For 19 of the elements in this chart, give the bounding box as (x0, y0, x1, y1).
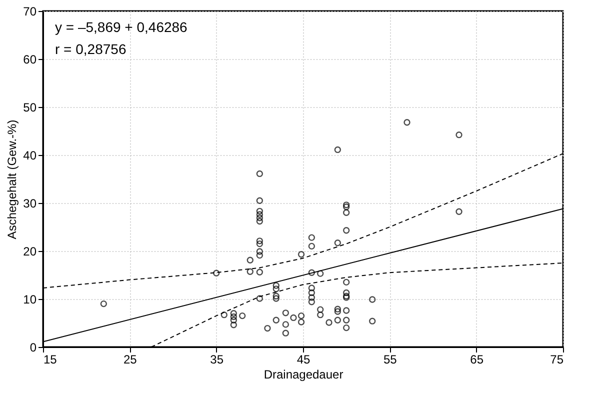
y-tick-label: 10 (23, 292, 37, 306)
y-tick-label: 50 (23, 100, 37, 114)
x-tick-label: 75 (550, 352, 564, 366)
annotation: r = 0,28756 (55, 41, 126, 57)
x-tick-label: 35 (210, 352, 224, 366)
y-tick-label: 30 (23, 196, 37, 210)
x-tick-label: 25 (123, 352, 138, 366)
y-axis-title: Aschegehalt (Gew.-%) (5, 120, 20, 240)
y-tick-label: 70 (23, 4, 37, 18)
x-tick-label: 45 (296, 352, 310, 366)
y-tick-label: 40 (23, 148, 37, 162)
y-tick-label: 20 (23, 244, 37, 258)
x-tick-label: 15 (44, 352, 58, 366)
x-tick-label: 65 (470, 352, 484, 366)
x-axis-title: Drainagedauer (264, 368, 344, 382)
y-tick-label: 0 (30, 340, 37, 354)
annotation: y = –5,869 + 0,46286 (55, 19, 188, 35)
x-tick-label: 55 (383, 352, 398, 366)
y-tick-label: 60 (23, 52, 37, 66)
